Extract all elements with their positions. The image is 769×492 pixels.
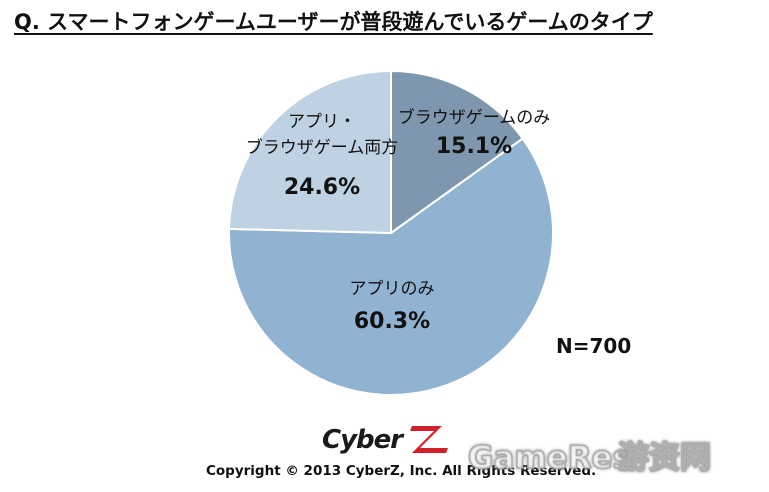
watermark: GameRes 游资网 [468,436,758,484]
value-both: 24.6% [284,175,360,200]
value-browser-only: 15.1% [436,134,512,159]
chart-title: Q. スマートフォンゲームユーザーが普段遊んでいるゲームのタイプ [14,10,653,34]
slice-app-only [228,137,554,396]
label-both: アプリ・ [288,112,356,132]
value-app-only: 60.3% [354,309,430,334]
sample-size-label: N=700 [556,334,632,358]
slice-both [228,69,392,235]
cyberz-logo: Cyber [320,420,460,460]
svg-text:游资网: 游资网 [618,440,711,476]
svg-text:GameRes: GameRes [468,440,631,476]
copyright-notice: Copyright © 2013 CyberZ, Inc. All Rights… [206,463,597,479]
svg-text:Cyber: Cyber [322,425,405,455]
slice-browser-only [390,69,525,235]
label-browser-only: ブラウザゲームのみ [398,107,551,128]
label-app-only: アプリのみ [350,279,435,299]
label-both-line2: ブラウザゲーム両方 [246,137,399,158]
